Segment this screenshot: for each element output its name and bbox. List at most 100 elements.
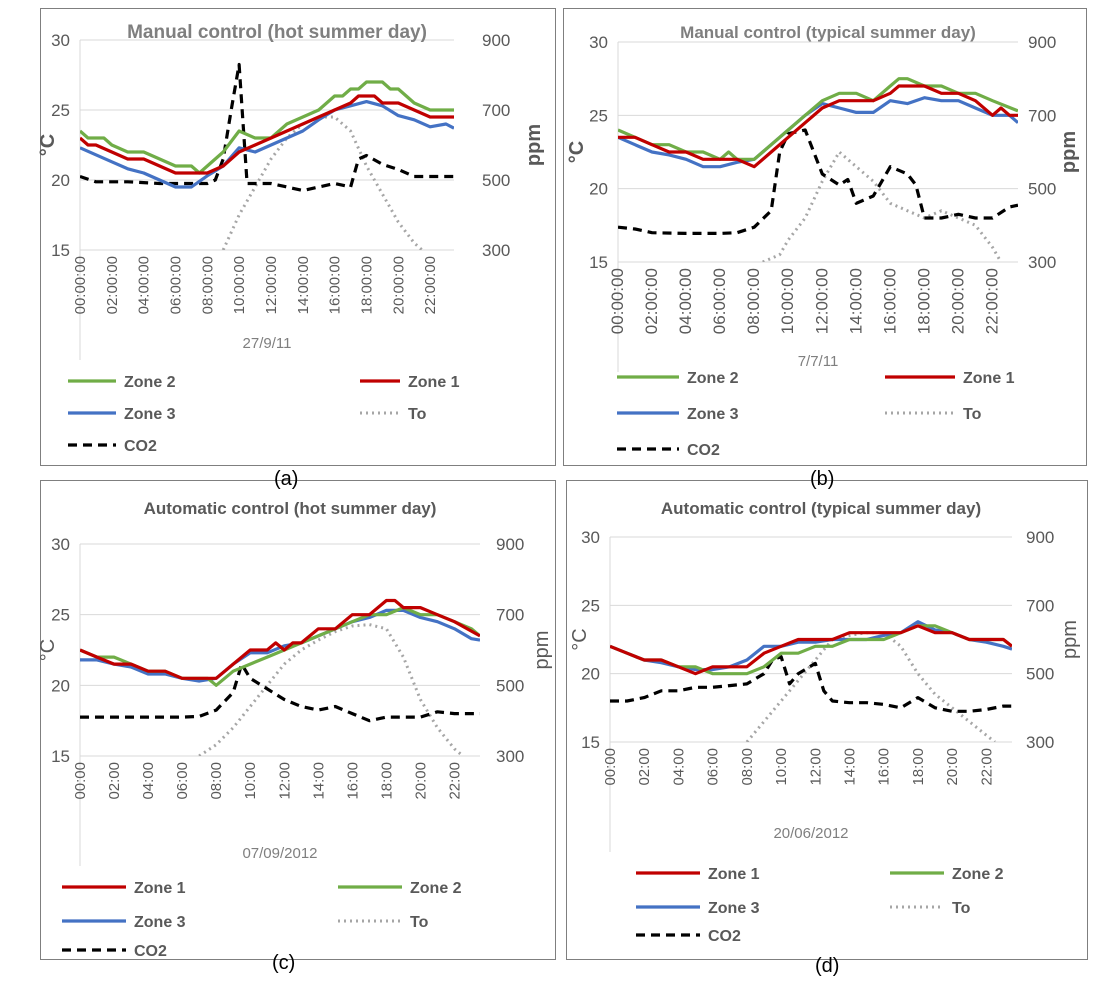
x-tick-label: 02:00:00 [104, 256, 121, 314]
x-tick-label: 12:00 [807, 748, 824, 786]
x-tick-label: 00:00:00 [608, 268, 627, 334]
y-tick-label-left: 20 [51, 676, 70, 695]
y-tick-label-left: 15 [51, 747, 70, 766]
y-tick-label-right: 900 [1028, 33, 1056, 52]
chart-title: Manual control (typical summer day) [680, 23, 976, 42]
x-tick-label: 16:00:00 [327, 256, 344, 314]
chart-border [566, 480, 1088, 960]
series-line-to [198, 623, 464, 756]
legend-label-zone1: Zone 1 [963, 370, 1015, 387]
chart-title: Automatic control (typical summer day) [661, 499, 981, 518]
y-tick-label-left: 30 [581, 528, 600, 547]
x-tick-label: 18:00:00 [358, 256, 375, 314]
series-line-zone1 [80, 598, 480, 680]
x-tick-label: 20:00:00 [948, 268, 967, 334]
chart-svg-b: 15 20 25 30 300 500 700 900 °C ppm Manual control … [563, 8, 1087, 466]
y-tick-label-right: 500 [496, 676, 524, 695]
x-tick-label: 14:00 [841, 748, 858, 786]
subfigure-label-c: (c) [272, 952, 296, 974]
legend-label-zone2: Zone 2 [124, 374, 176, 391]
x-tick-label: 02:00:00 [642, 268, 661, 334]
x-tick-label: 00:00 [72, 762, 89, 800]
y-tick-label-left: 30 [51, 535, 70, 554]
x-tick-label: 06:00 [705, 748, 722, 786]
y-axis-label-left: °C [37, 134, 59, 156]
x-tick-label: 20:00 [944, 748, 961, 786]
x-tick-label: 12:00:00 [812, 268, 831, 334]
y-tick-label-left: 20 [589, 180, 608, 199]
x-tick-label: 20:00:00 [390, 256, 407, 314]
y-tick-label-left: 25 [51, 101, 70, 120]
y-tick-label-left: 25 [589, 106, 608, 125]
chart-border [563, 8, 1087, 466]
y-axis-label-right: ppm [531, 631, 553, 670]
series-line-co2 [610, 655, 1012, 713]
y-tick-label-right: 900 [496, 535, 524, 554]
x-tick-label: 22:00:00 [422, 256, 439, 314]
series-line-zone1 [610, 624, 1012, 676]
y-tick-label-right: 500 [1026, 665, 1054, 684]
legend-label-co2: CO2 [134, 943, 167, 960]
x-tick-label: 10:00:00 [231, 256, 248, 314]
legend-label-to: To [410, 914, 429, 931]
y-axis-label-left: °C [566, 141, 588, 163]
x-tick-label: 06:00:00 [710, 268, 729, 334]
x-tick-label: 04:00 [670, 748, 687, 786]
x-tick-label: 04:00:00 [676, 268, 695, 334]
y-axis-label-right: ppm [523, 124, 545, 166]
x-tick-label: 14:00 [310, 762, 327, 800]
series-line-co2 [618, 128, 1018, 235]
series-line-zone1 [80, 94, 454, 175]
y-tick-label-right: 500 [482, 171, 510, 190]
y-axis-label-left: °C [569, 628, 591, 650]
x-tick-label: 08:00:00 [199, 256, 216, 314]
x-tick-label: 16:00:00 [880, 268, 899, 334]
subfigure-label-d: (d) [815, 955, 840, 977]
x-tick-label: 00:00:00 [72, 256, 89, 314]
legend-label-zone1: Zone 1 [708, 866, 760, 883]
x-tick-label: 00:00 [602, 748, 619, 786]
x-tick-label: 22:00:00 [982, 268, 1001, 334]
chart-panel-c: 15 20 25 30 300 500 700 900 °C ppm Automatic contr… [37, 480, 556, 960]
y-tick-label-right: 900 [1026, 528, 1054, 547]
x-tick-label: 14:00:00 [846, 268, 865, 334]
chart-border [40, 480, 556, 960]
chart-panel-a: 15 20 25 30 300 500 700 900 °C ppm Manual control … [37, 8, 556, 466]
y-tick-label-right: 500 [1028, 180, 1056, 199]
subfigure-label-b: (b) [810, 468, 835, 490]
x-tick-label: 10:00:00 [778, 268, 797, 334]
legend-label-co2: CO2 [124, 438, 157, 455]
series-line-zone3 [618, 96, 1018, 169]
y-tick-label-left: 15 [589, 253, 608, 272]
date-label: 27/9/11 [243, 335, 292, 352]
y-tick-label-left: 20 [51, 171, 70, 190]
legend-label-zone3: Zone 3 [708, 900, 760, 917]
x-tick-label: 08:00 [739, 748, 756, 786]
legend-label-zone1: Zone 1 [134, 880, 186, 897]
y-tick-label-right: 700 [496, 606, 524, 625]
x-tick-label: 04:00:00 [136, 256, 153, 314]
chart-panel-b: 15 20 25 30 300 500 700 900 °C ppm Manual control … [563, 8, 1087, 466]
legend-label-zone2: Zone 2 [687, 370, 739, 387]
legend-label-to: To [408, 406, 427, 423]
date-label: 20/06/2012 [773, 825, 848, 842]
series-line-co2 [80, 662, 480, 723]
y-tick-label-right: 300 [1026, 733, 1054, 752]
x-tick-label: 18:00 [378, 762, 395, 800]
y-tick-label-left: 15 [581, 733, 600, 752]
y-tick-label-right: 700 [482, 101, 510, 120]
x-tick-label: 16:00 [876, 748, 893, 786]
y-tick-label-right: 700 [1026, 596, 1054, 615]
series-line-zone2 [80, 80, 454, 175]
y-tick-label-right: 300 [482, 241, 510, 260]
x-tick-label: 18:00:00 [914, 268, 933, 334]
series-line-to [745, 631, 996, 742]
series-line-to [762, 150, 1003, 262]
date-label: 7/7/11 [798, 353, 839, 370]
legend-label-co2: CO2 [687, 442, 720, 459]
legend-label-to: To [952, 900, 971, 917]
y-tick-label-right: 300 [496, 747, 524, 766]
x-tick-label: 06:00:00 [167, 256, 184, 314]
x-tick-label: 12:00 [276, 762, 293, 800]
x-tick-label: 18:00 [910, 748, 927, 786]
